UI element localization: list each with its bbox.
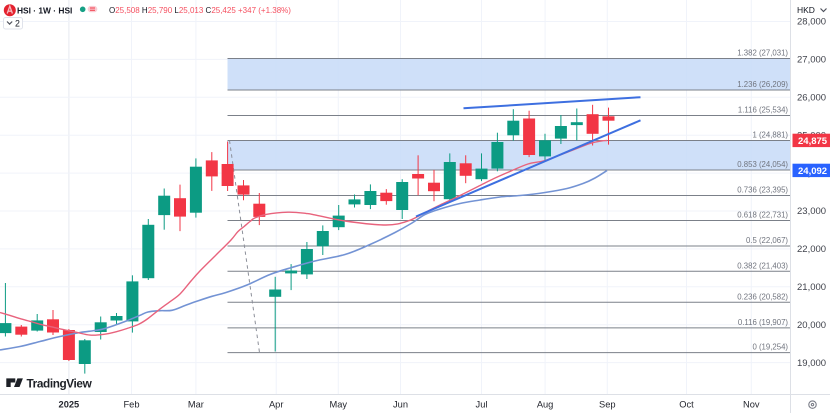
- svg-text:0.618 (22,731): 0.618 (22,731): [737, 211, 788, 220]
- svg-text:1.116 (25,534): 1.116 (25,534): [738, 106, 789, 115]
- svg-text:27,000: 27,000: [797, 55, 826, 66]
- svg-text:Feb: Feb: [123, 400, 139, 410]
- svg-text:O25,508 H25,790 L25,013 C25,42: O25,508 H25,790 L25,013 C25,425 +347 (+1…: [109, 6, 291, 15]
- svg-text:21,000: 21,000: [797, 282, 826, 293]
- svg-text:0.853 (24,054): 0.853 (24,054): [737, 160, 788, 169]
- svg-text:0.116 (19,907): 0.116 (19,907): [738, 318, 789, 327]
- svg-text:HKD: HKD: [797, 5, 815, 15]
- svg-text:Jul: Jul: [476, 400, 488, 410]
- svg-text:Apr: Apr: [269, 400, 283, 410]
- svg-text:1 (24,881): 1 (24,881): [752, 131, 788, 140]
- svg-text:2025: 2025: [59, 400, 80, 410]
- svg-text:HSI · 1W · HSI: HSI · 1W · HSI: [17, 6, 72, 16]
- svg-text:Oct: Oct: [679, 400, 694, 410]
- svg-text:Jun: Jun: [393, 400, 408, 410]
- svg-text:Sep: Sep: [599, 400, 616, 410]
- svg-text:0 (19,254): 0 (19,254): [752, 343, 788, 352]
- svg-text:TradingView: TradingView: [27, 376, 93, 390]
- svg-text:22,000: 22,000: [797, 244, 826, 255]
- svg-text:26,000: 26,000: [797, 93, 826, 104]
- svg-text:0.236 (20,582): 0.236 (20,582): [737, 292, 788, 301]
- svg-text:28,000: 28,000: [797, 17, 826, 28]
- svg-text:0.382 (21,403): 0.382 (21,403): [737, 261, 788, 270]
- svg-text:24,092: 24,092: [798, 166, 827, 177]
- svg-text:1.382 (27,031): 1.382 (27,031): [737, 49, 788, 58]
- svg-text:0.5 (22,067): 0.5 (22,067): [746, 236, 788, 245]
- svg-text:1.236 (26,209): 1.236 (26,209): [737, 80, 788, 89]
- svg-text:19,000: 19,000: [797, 358, 826, 369]
- svg-text:20,000: 20,000: [797, 320, 826, 331]
- svg-text:24,875: 24,875: [798, 136, 828, 147]
- svg-text:2: 2: [15, 19, 20, 29]
- svg-text:23,000: 23,000: [797, 206, 826, 217]
- svg-text:May: May: [330, 400, 348, 410]
- svg-text:Mar: Mar: [188, 400, 204, 410]
- svg-text:0.736 (23,395): 0.736 (23,395): [737, 186, 788, 195]
- svg-text:Nov: Nov: [743, 400, 760, 410]
- svg-text:Aug: Aug: [537, 400, 554, 410]
